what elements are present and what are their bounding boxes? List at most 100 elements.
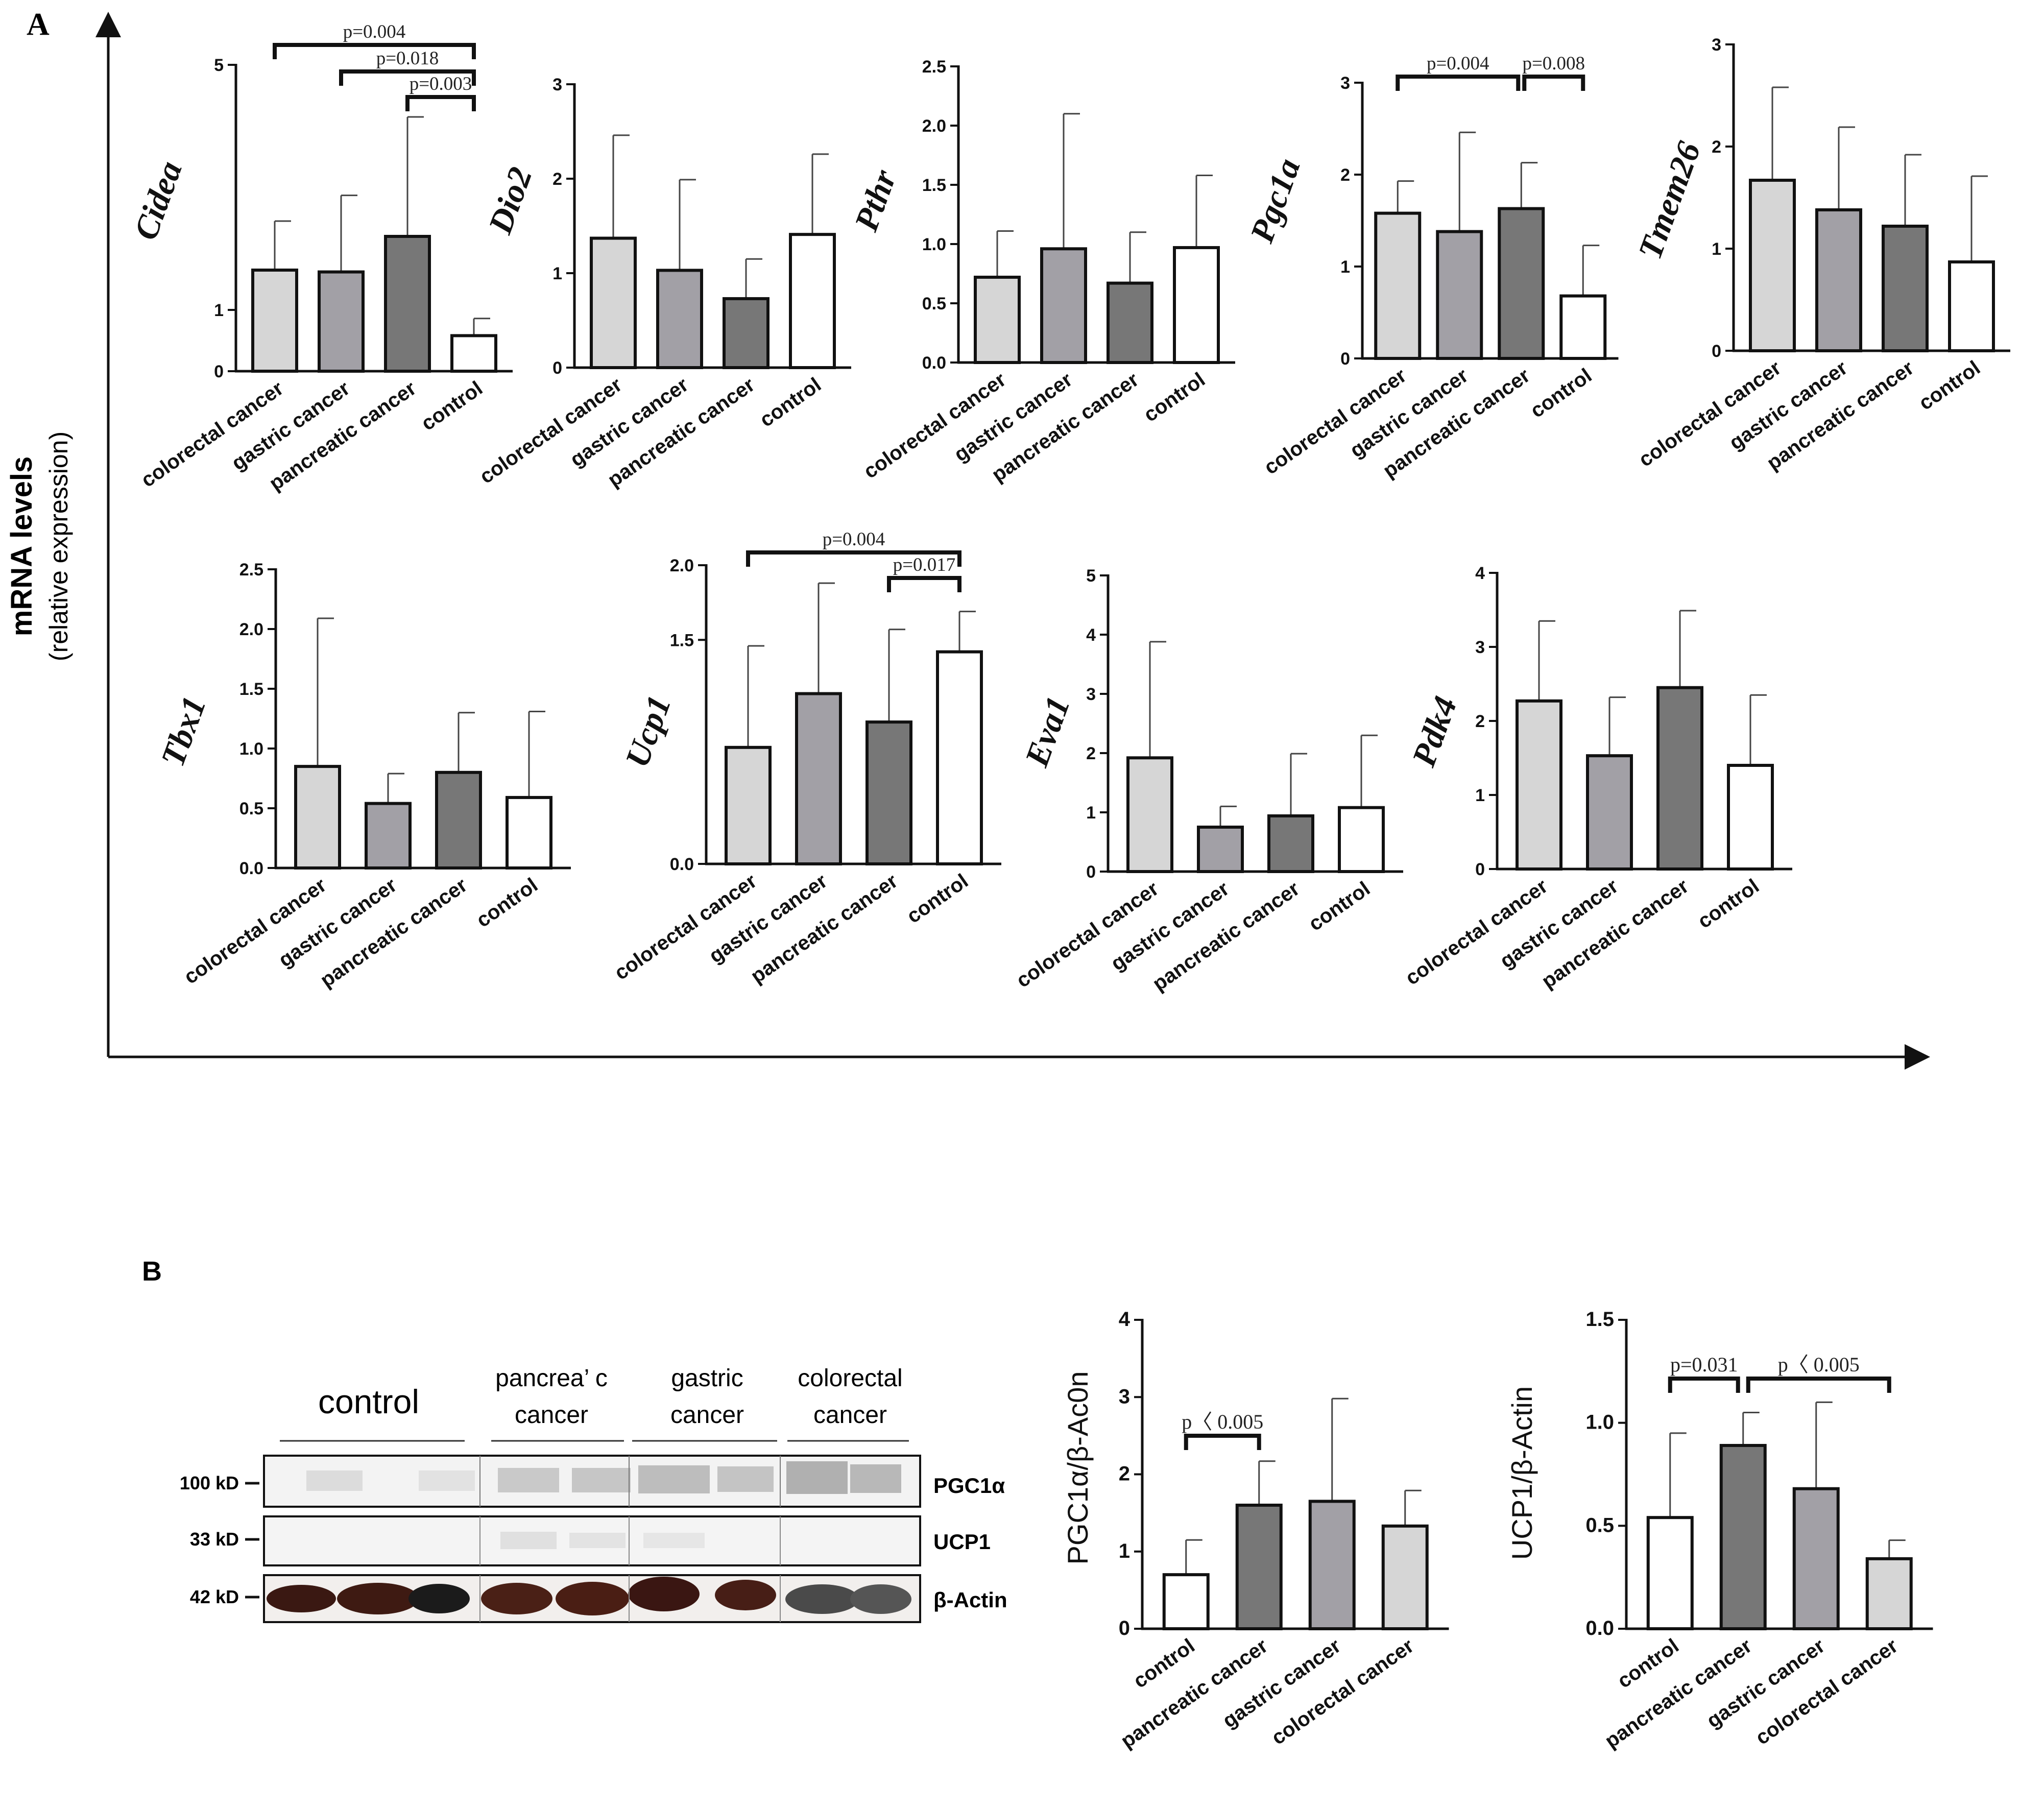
blot-band bbox=[306, 1470, 363, 1491]
y-tick-label: 3 bbox=[1119, 1385, 1130, 1408]
bar-gastric-cancer bbox=[1436, 230, 1483, 360]
y-tick-label: 1.5 bbox=[922, 176, 946, 195]
y-tick-label: 1.0 bbox=[1585, 1411, 1614, 1434]
y-tick-label: 0.0 bbox=[239, 859, 263, 878]
bar-pancreatic-cancer bbox=[723, 297, 769, 370]
western-blot: control pancrea’ c cancer gastric cancer… bbox=[180, 1365, 1007, 1623]
bar-pancreatic-cancer bbox=[1107, 281, 1153, 364]
y-tick-label: 0 bbox=[1119, 1617, 1130, 1639]
blot-protein-actin: β-Actin bbox=[933, 1588, 1007, 1612]
gene-title: Cidea bbox=[127, 156, 190, 245]
bar-colorectal-cancer bbox=[590, 236, 637, 369]
gene-title: Eva1 bbox=[1018, 692, 1077, 772]
blot-band bbox=[572, 1468, 631, 1492]
y-tick-label: 4 bbox=[1475, 564, 1485, 583]
y-tick-label: 0 bbox=[1712, 342, 1721, 361]
blot-protein-pgc1a: PGC1α bbox=[933, 1474, 1005, 1498]
bar-control bbox=[1338, 806, 1385, 873]
bar-control bbox=[1173, 246, 1220, 364]
p-value-label: p〈 0.005 bbox=[1182, 1410, 1263, 1433]
category-label: gastric cancer bbox=[275, 874, 401, 972]
y-axis-label: PGC1α/β-Ac0n bbox=[1062, 1371, 1094, 1565]
y-tick-label: 2.0 bbox=[922, 116, 946, 136]
bar-pancreatic-cancer bbox=[865, 720, 912, 865]
y-tick-label: 0.5 bbox=[922, 294, 946, 313]
category-label: control bbox=[1140, 368, 1209, 426]
blot-band bbox=[786, 1461, 848, 1494]
y-tick-label: 0.0 bbox=[922, 353, 946, 373]
blot-band bbox=[715, 1580, 776, 1610]
significance-bracket bbox=[273, 43, 476, 59]
category-label: control bbox=[472, 874, 542, 932]
p-value-label: p〈 0.005 bbox=[1778, 1353, 1860, 1376]
category-label: control bbox=[1915, 356, 1984, 415]
significance-bracket bbox=[1184, 1434, 1261, 1450]
bar-colorectal-cancer bbox=[1749, 179, 1796, 352]
y-tick-label: 1 bbox=[552, 264, 562, 283]
y-tick-label: 0.0 bbox=[670, 855, 694, 874]
gene-title: Tbx1 bbox=[154, 692, 213, 771]
bar-colorectal-cancer bbox=[974, 275, 1021, 365]
bar-control bbox=[506, 795, 552, 870]
blot-band bbox=[419, 1470, 475, 1491]
y-tick-label: 2.0 bbox=[670, 556, 694, 575]
y-axis-label: UCP1/β-Actin bbox=[1506, 1386, 1538, 1560]
p-value-label: p=0.017 bbox=[893, 554, 956, 575]
y-tick-label: 1.0 bbox=[239, 739, 263, 759]
blot-group-gastric-line2: cancer bbox=[670, 1402, 744, 1429]
bar-pancreatic-cancer bbox=[1235, 1504, 1283, 1630]
p-value-label: p=0.018 bbox=[376, 48, 439, 69]
bar-colorectal-cancer bbox=[1865, 1557, 1913, 1631]
bar-control bbox=[1646, 1516, 1694, 1630]
y-tick-label: 0 bbox=[214, 362, 224, 381]
blot-band bbox=[628, 1577, 700, 1611]
gene-title: Pthr bbox=[847, 164, 904, 236]
y-tick-label: 0 bbox=[552, 358, 562, 378]
p-value-label: p=0.031 bbox=[1670, 1353, 1738, 1376]
category-label: gastric cancer bbox=[705, 870, 831, 968]
gene-title: Tmem26 bbox=[1631, 137, 1708, 264]
bar-control bbox=[936, 650, 983, 866]
gene-title: Dio2 bbox=[482, 162, 540, 239]
category-label: control bbox=[903, 870, 972, 928]
bar-pancreatic-cancer bbox=[1656, 686, 1703, 871]
bar-pancreatic-cancer bbox=[1719, 1444, 1767, 1631]
bar-control bbox=[1559, 294, 1607, 360]
panel-b-label: B bbox=[142, 1256, 162, 1287]
blot-group-gastric-line1: gastric bbox=[671, 1365, 743, 1392]
bar-gastric-cancer bbox=[1815, 208, 1862, 352]
significance-bracket bbox=[1396, 75, 1521, 91]
y-tick-label: 2 bbox=[1712, 137, 1721, 157]
bar-gastric-cancer bbox=[365, 802, 412, 870]
y-tick-label: 1 bbox=[214, 301, 224, 320]
y-tick-label: 1.5 bbox=[1585, 1308, 1614, 1331]
bar-colorectal-cancer bbox=[1374, 211, 1422, 360]
blot-band bbox=[569, 1533, 626, 1548]
y-tick-label: 3 bbox=[1712, 35, 1721, 55]
y-tick-label: 2 bbox=[1119, 1463, 1130, 1485]
blot-protein-ucp1: UCP1 bbox=[933, 1530, 991, 1554]
category-label: control bbox=[417, 377, 487, 435]
significance-bracket bbox=[339, 69, 476, 86]
bar-gastric-cancer bbox=[656, 269, 703, 370]
bar-pancreatic-cancer bbox=[435, 770, 482, 870]
bar-pancreatic-cancer bbox=[1267, 814, 1314, 873]
y-tick-label: 1 bbox=[1119, 1540, 1130, 1562]
gene-title: Ucp1 bbox=[618, 691, 678, 772]
blot-kd-100: 100 kD bbox=[180, 1473, 239, 1493]
blot-band bbox=[267, 1585, 336, 1612]
panel-a-y-label: mRNA levels bbox=[5, 456, 38, 636]
y-tick-label: 1.5 bbox=[239, 680, 263, 699]
bar-gastric-cancer bbox=[318, 270, 365, 373]
gene-title: Pgc1a bbox=[1243, 154, 1308, 248]
category-label: control bbox=[756, 373, 825, 431]
blot-group-colorectal-line1: colorectal bbox=[798, 1365, 902, 1392]
y-tick-label: 5 bbox=[214, 56, 224, 75]
y-tick-label: 0 bbox=[1340, 349, 1350, 369]
y-tick-label: 2.0 bbox=[239, 620, 263, 639]
